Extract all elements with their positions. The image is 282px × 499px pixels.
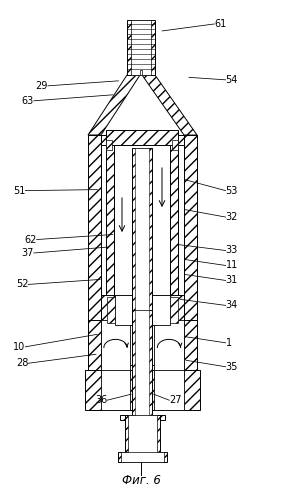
Text: 52: 52 bbox=[16, 279, 28, 289]
Text: 61: 61 bbox=[214, 19, 226, 29]
Bar bbox=[107, 297, 115, 323]
Text: 54: 54 bbox=[226, 75, 238, 85]
Text: 35: 35 bbox=[226, 362, 238, 372]
Bar bbox=[85, 370, 200, 410]
Text: 29: 29 bbox=[36, 81, 48, 91]
Bar bbox=[170, 297, 178, 323]
Bar bbox=[101, 320, 130, 375]
Text: 27: 27 bbox=[169, 395, 182, 405]
Text: 63: 63 bbox=[22, 96, 34, 106]
Bar bbox=[140, 70, 142, 75]
Polygon shape bbox=[88, 75, 140, 135]
Bar bbox=[106, 145, 114, 300]
Bar bbox=[88, 135, 101, 365]
Bar bbox=[88, 135, 197, 145]
Text: 51: 51 bbox=[13, 186, 25, 196]
Text: 37: 37 bbox=[21, 248, 34, 258]
Text: 53: 53 bbox=[226, 186, 238, 196]
Bar bbox=[88, 320, 101, 375]
Text: 33: 33 bbox=[226, 246, 238, 255]
Bar bbox=[184, 135, 197, 365]
Bar bbox=[125, 415, 160, 455]
Bar bbox=[154, 370, 184, 410]
Bar bbox=[114, 145, 170, 300]
Bar bbox=[170, 145, 178, 300]
Bar bbox=[132, 148, 152, 310]
Bar bbox=[127, 20, 155, 75]
Bar bbox=[128, 415, 157, 455]
Bar bbox=[101, 135, 184, 365]
Bar bbox=[172, 140, 178, 150]
Text: 34: 34 bbox=[226, 300, 238, 310]
Text: 62: 62 bbox=[24, 235, 37, 245]
Text: 28: 28 bbox=[16, 358, 28, 368]
Bar bbox=[101, 295, 184, 325]
Bar bbox=[101, 370, 130, 410]
Bar bbox=[121, 452, 164, 462]
Polygon shape bbox=[142, 75, 197, 135]
Bar bbox=[154, 320, 184, 375]
Bar bbox=[120, 415, 165, 420]
Bar bbox=[184, 320, 197, 375]
Text: 32: 32 bbox=[226, 212, 238, 222]
Text: 1: 1 bbox=[226, 338, 232, 348]
Bar bbox=[115, 295, 170, 325]
Text: 10: 10 bbox=[13, 342, 25, 352]
Text: 11: 11 bbox=[226, 260, 238, 270]
Bar bbox=[106, 140, 112, 150]
Bar bbox=[131, 20, 151, 75]
Bar bbox=[135, 310, 149, 415]
Text: 36: 36 bbox=[95, 395, 107, 405]
Bar bbox=[106, 130, 178, 145]
Text: 31: 31 bbox=[226, 275, 238, 285]
Text: Фиг. 6: Фиг. 6 bbox=[122, 474, 160, 487]
Bar bbox=[132, 310, 152, 415]
Bar bbox=[118, 452, 167, 462]
Bar bbox=[135, 148, 149, 310]
